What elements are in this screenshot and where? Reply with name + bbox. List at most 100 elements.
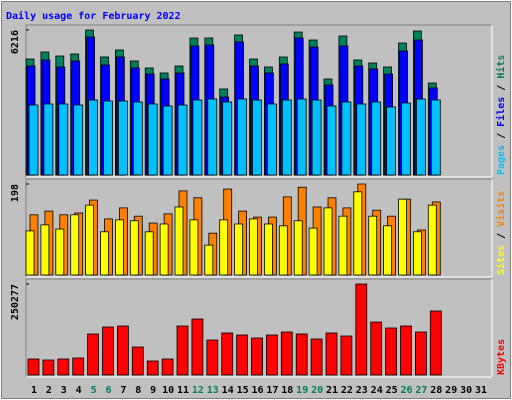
bar	[265, 334, 278, 376]
bar	[249, 218, 258, 276]
bar	[278, 225, 288, 276]
x-tick-label: 9	[150, 385, 156, 396]
bar	[412, 231, 422, 276]
x-tick-label: 26	[400, 385, 412, 396]
bar	[430, 99, 441, 176]
bar	[102, 326, 114, 376]
legend-entry: KBytes	[496, 339, 507, 375]
x-tick-label: 6	[105, 385, 111, 396]
bar	[100, 231, 109, 276]
x-tick-label: 11	[177, 385, 189, 396]
x-tick-label: 1	[31, 385, 37, 396]
x-tick-label: 16	[251, 385, 263, 396]
bar	[191, 318, 204, 376]
y-tick-label: 250277	[10, 284, 21, 320]
bar	[266, 103, 277, 176]
bar	[73, 104, 84, 176]
legend-separator: /	[496, 227, 507, 245]
x-tick-label: 22	[341, 385, 353, 396]
bar	[72, 357, 85, 376]
bar	[118, 100, 128, 176]
bar	[263, 223, 273, 276]
x-tick-label: 12	[192, 385, 204, 396]
x-tick-label: 28	[430, 385, 442, 396]
legend: KBytes	[496, 339, 507, 375]
x-tick-label: 30	[460, 385, 472, 396]
bar	[383, 225, 393, 276]
bar	[87, 333, 99, 376]
x-tick-label: 14	[222, 385, 234, 396]
bar	[326, 105, 337, 176]
bar	[368, 215, 378, 276]
legend: Sites / Visits	[495, 191, 507, 275]
bar	[146, 360, 159, 376]
x-tick-label: 18	[281, 385, 293, 396]
bar	[192, 99, 203, 176]
bar	[162, 105, 173, 176]
x-tick-label: 2	[46, 385, 52, 396]
bar	[132, 101, 143, 176]
bar	[308, 227, 318, 276]
bar	[237, 98, 248, 176]
bar	[131, 346, 144, 376]
x-tick-label: 23	[356, 385, 368, 396]
bar	[296, 98, 307, 176]
x-tick-label: 19	[296, 385, 308, 396]
x-tick-label: 10	[162, 385, 174, 396]
bar	[429, 310, 442, 376]
bar	[161, 358, 174, 376]
bar	[325, 332, 338, 376]
bar	[55, 228, 65, 276]
bar	[176, 325, 189, 376]
x-tick-label: 15	[237, 385, 249, 396]
bar	[356, 103, 367, 176]
bar	[117, 325, 129, 376]
x-tick-label: 27	[415, 385, 427, 396]
bar	[323, 207, 333, 276]
bar	[159, 223, 169, 276]
x-tick-label: 3	[61, 385, 67, 396]
legend-entry: Sites	[495, 245, 507, 275]
x-tick-label: 31	[475, 385, 487, 396]
x-tick-label: 29	[445, 385, 457, 396]
bar	[144, 231, 154, 276]
bar	[204, 244, 214, 276]
bar	[219, 219, 229, 276]
bar	[252, 99, 262, 176]
bar	[398, 198, 407, 276]
bar	[174, 206, 184, 276]
x-tick-label: 5	[91, 385, 97, 396]
x-tick-label: 13	[207, 385, 219, 396]
bar	[147, 103, 158, 176]
bar	[189, 219, 199, 276]
bar	[28, 104, 39, 176]
bar	[221, 332, 234, 376]
bar	[43, 103, 54, 176]
bar	[338, 215, 348, 276]
bar	[370, 321, 383, 376]
legend-entry: Visits	[495, 191, 507, 227]
bar	[310, 338, 323, 376]
bar	[251, 337, 263, 376]
bar	[234, 223, 244, 276]
bar	[206, 339, 219, 376]
legend-separator: /	[496, 79, 507, 97]
bar	[58, 103, 69, 176]
bar	[207, 98, 218, 176]
y-tick-label: 6216	[10, 30, 21, 54]
x-tick-label: 20	[311, 385, 323, 396]
x-tick-label: 4	[76, 385, 82, 396]
bar	[281, 99, 292, 176]
bar	[311, 99, 322, 176]
legend-entry: Files	[495, 97, 507, 127]
bar	[341, 101, 352, 176]
bar	[295, 333, 308, 376]
bar	[414, 331, 427, 376]
bar	[103, 100, 113, 176]
bar	[415, 98, 426, 176]
bar	[236, 334, 249, 376]
bar	[115, 219, 124, 276]
x-tick-label: 8	[135, 385, 141, 396]
